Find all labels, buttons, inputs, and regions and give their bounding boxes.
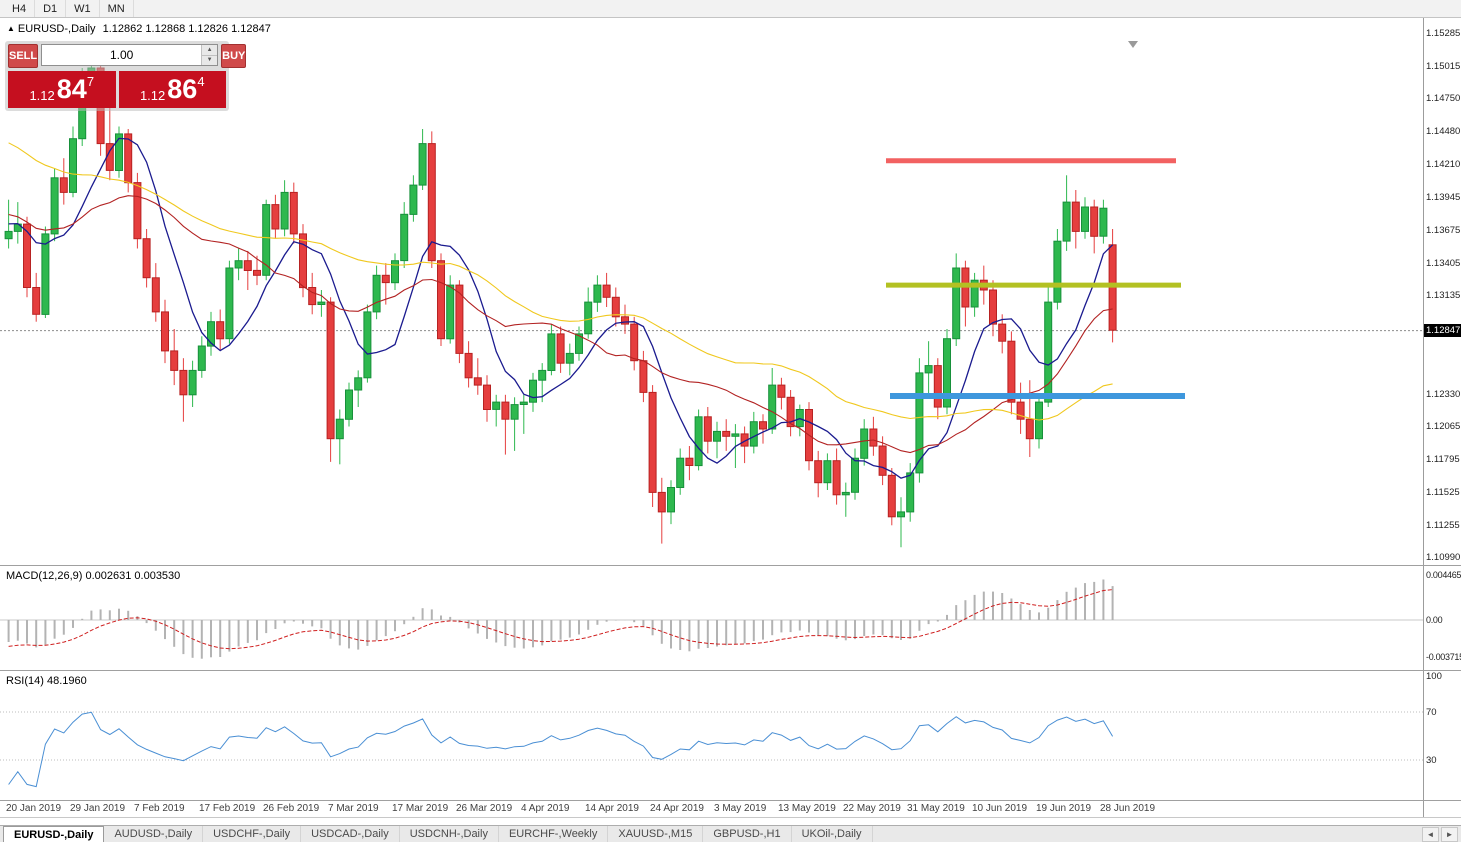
volume-increase-button[interactable]: ▲ (202, 45, 218, 56)
volume-decrease-button[interactable]: ▼ (202, 55, 218, 65)
price-tick-label: 1.11255 (1426, 520, 1460, 531)
chart-tab-eurchfweekly[interactable]: EURCHF-,Weekly (499, 826, 609, 842)
price-scale[interactable]: 1.15285 1.15015 1.14750 1.14480 1.14210 1.139… (1423, 18, 1461, 817)
date-label: 26 Mar 2019 (456, 803, 513, 814)
price-tick-label: 1.12065 (1426, 421, 1461, 432)
macd-scale-label: 0.00 (1426, 615, 1443, 625)
macd-signal-line (8, 589, 1113, 650)
date-label: 26 Feb 2019 (263, 803, 320, 814)
chart-symbol-label: EURUSD-,Daily (17, 23, 96, 35)
date-label: 7 Feb 2019 (134, 803, 185, 814)
rsi-panel-separator[interactable] (0, 670, 1461, 671)
price-tick-label: 1.13135 (1426, 290, 1461, 301)
ma-line-20 (8, 195, 1113, 454)
price-tick-label: 1.15285 (1426, 28, 1461, 39)
date-label: 13 May 2019 (778, 803, 836, 814)
one-click-trading-panel: SELL ▲ ▼ BUY 1.12 84 7 1.12 86 4 (5, 41, 247, 111)
date-label: 20 Jan 2019 (6, 803, 62, 814)
price-tick-label: 1.13675 (1426, 225, 1461, 236)
buy-quote-base: 1.12 (139, 88, 166, 103)
buy-quote-point: 4 (197, 74, 205, 89)
date-label: 28 Jun 2019 (1100, 803, 1156, 814)
date-label: 10 Jun 2019 (972, 803, 1028, 814)
date-label: 17 Feb 2019 (199, 803, 256, 814)
rsi-scale-label: 70 (1426, 707, 1437, 718)
price-tick-label: 1.15015 (1426, 61, 1461, 72)
price-tick-label: 1.12330 (1426, 389, 1461, 400)
macd-panel-separator[interactable] (0, 565, 1461, 566)
timeframe-button-d1[interactable]: D1 (35, 0, 67, 17)
timeframe-button-mn[interactable]: MN (100, 0, 134, 17)
date-label: 3 May 2019 (714, 803, 767, 814)
buy-quote-pips: 86 (167, 74, 198, 104)
chart-tab-ukoildaily[interactable]: UKOil-,Daily (792, 826, 873, 842)
chart-shift-marker[interactable] (1128, 41, 1138, 48)
price-tick-label: 1.14210 (1426, 159, 1461, 170)
chart-tab-audusddaily[interactable]: AUDUSD-,Daily (104, 826, 204, 842)
tab-scroll-buttons: ◄ ► (1422, 826, 1461, 842)
price-tick-label: 1.13945 (1426, 192, 1461, 203)
ma-line-45 (8, 142, 1113, 421)
date-label: 14 Apr 2019 (585, 803, 639, 814)
macd-label: MACD(12,26,9) 0.002631 0.003530 (6, 570, 181, 582)
macd-histogram (7, 579, 1114, 659)
volume-field: ▲ ▼ (41, 44, 219, 66)
date-label: 7 Mar 2019 (328, 803, 379, 814)
chart-tabs-bar: EURUSD-,Daily AUDUSD-,Daily USDCHF-,Daily U… (0, 825, 1461, 842)
chart-tab-usdchfdaily[interactable]: USDCHF-,Daily (203, 826, 302, 842)
chart-tab-usdcnhdaily[interactable]: USDCNH-,Daily (400, 826, 499, 842)
timeframe-toolbar: H4 D1 W1 MN (0, 0, 1461, 18)
macd-scale-label: -0.003715 (1426, 652, 1461, 662)
macd-panel-chart[interactable] (0, 565, 1423, 670)
tab-scroll-left-button[interactable]: ◄ (1422, 826, 1439, 842)
rsi-panel-chart[interactable] (0, 670, 1423, 800)
candles-layer (4, 49, 1117, 548)
price-tick-label: 1.11795 (1426, 454, 1460, 465)
sell-quote[interactable]: 1.12 84 7 (8, 71, 116, 108)
macd-scale-label: 0.004465 (1426, 570, 1461, 580)
date-label: 24 Apr 2019 (650, 803, 704, 814)
date-label: 19 Jun 2019 (1036, 803, 1092, 814)
chart-tab-xauusdm15[interactable]: XAUUSD-,M15 (608, 826, 704, 842)
date-label: 17 Mar 2019 (392, 803, 449, 814)
chart-bottom-border (0, 817, 1461, 818)
main-price-chart[interactable] (0, 18, 1423, 565)
chart-tab-eurusddaily[interactable]: EURUSD-,Daily (3, 826, 105, 842)
date-label: 29 Jan 2019 (70, 803, 126, 814)
rsi-line (8, 711, 1114, 788)
date-axis-separator (0, 800, 1461, 801)
rsi-scale-label: 30 (1426, 755, 1437, 766)
timeframe-button-w1[interactable]: W1 (66, 0, 100, 17)
price-tick-label: 1.10990 (1426, 552, 1461, 563)
sell-quote-base: 1.12 (29, 88, 55, 103)
date-axis[interactable]: 20 Jan 2019 29 Jan 2019 7 Feb 2019 17 Feb 2… (0, 800, 1423, 817)
date-label: 22 May 2019 (843, 803, 901, 814)
price-tick-label: 1.13405 (1426, 258, 1461, 269)
rsi-scale-label: 100 (1426, 671, 1442, 682)
volume-input[interactable] (42, 45, 202, 65)
price-tick-label: 1.14480 (1426, 126, 1461, 137)
sell-quote-point: 7 (86, 74, 95, 89)
current-price-label: 1.12847 (1424, 324, 1461, 337)
buy-quote[interactable]: 1.12 86 4 (118, 71, 226, 108)
buy-button[interactable]: BUY (221, 44, 247, 68)
volume-spinner: ▲ ▼ (201, 45, 218, 65)
date-label: 31 May 2019 (907, 803, 965, 814)
price-tick-label: 1.11525 (1426, 487, 1460, 498)
ma-line-8 (8, 137, 1114, 479)
chart-tab-usdcaddaily[interactable]: USDCAD-,Daily (301, 826, 400, 842)
chart-tab-gbpusdh1[interactable]: GBPUSD-,H1 (703, 826, 792, 842)
tab-scroll-right-button[interactable]: ► (1441, 826, 1458, 842)
chart-ohlc-values: 1.12862 1.12868 1.12826 1.12847 (102, 23, 271, 35)
timeframe-button-h4[interactable]: H4 (4, 0, 36, 17)
chart-header: ▲ EURUSD-,Daily 1.12862 1.12868 1.12826 1… (7, 23, 271, 35)
sell-button[interactable]: SELL (8, 44, 39, 68)
date-label: 4 Apr 2019 (521, 803, 570, 814)
rsi-label: RSI(14) 48.1960 (6, 675, 87, 687)
symbol-marker-icon: ▲ (7, 24, 15, 33)
price-tick-label: 1.14750 (1426, 93, 1461, 104)
sell-quote-pips: 84 (56, 74, 87, 104)
